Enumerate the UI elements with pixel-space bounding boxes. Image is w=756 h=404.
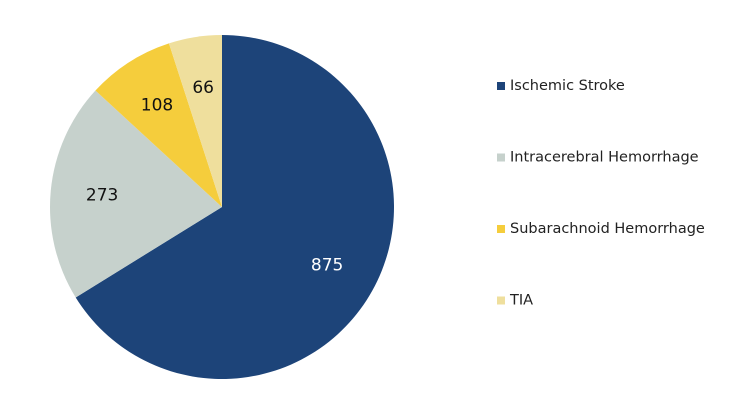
pie-slice: [75, 35, 394, 380]
data-label: 875: [311, 256, 343, 276]
data-label: 273: [86, 186, 118, 206]
pie-slice: [49, 90, 222, 298]
legend-swatch: [497, 153, 505, 162]
legend-label: Intracerebral Hemorrhage: [510, 150, 699, 166]
legend-label: Subarachnoid Hemorrhage: [510, 221, 705, 237]
legend-label: TIA: [509, 293, 533, 309]
legend-swatch: [497, 296, 505, 305]
data-label: 108: [141, 96, 173, 116]
pie-slice: [168, 35, 222, 207]
legend-swatch: [497, 225, 505, 233]
legend-label: Ischemic Stroke: [510, 78, 625, 94]
legend-swatch: [497, 82, 505, 90]
pie-slice: [95, 43, 222, 207]
data-label: 66: [192, 78, 214, 98]
